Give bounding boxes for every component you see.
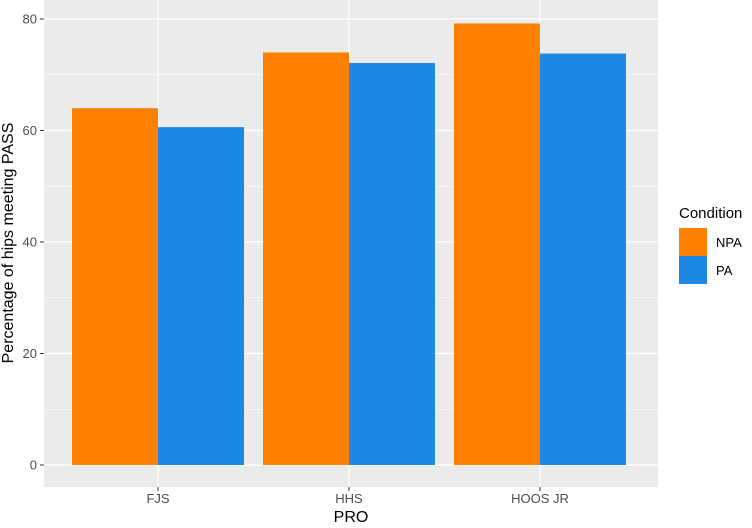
legend-label-pa: PA bbox=[716, 263, 733, 278]
x-tick-label: HHS bbox=[335, 491, 363, 506]
y-tick-label: 80 bbox=[23, 12, 37, 27]
x-tick-label: HOOS JR bbox=[511, 491, 569, 506]
legend-key-npa bbox=[679, 228, 707, 256]
bar-npa-fjs bbox=[72, 108, 158, 465]
bar-npa-hhs bbox=[263, 52, 349, 465]
bar-pa-hhs bbox=[349, 63, 435, 465]
legend: Condition NPA PA bbox=[679, 205, 742, 284]
legend-label-npa: NPA bbox=[716, 235, 742, 250]
bar-pa-hoos-jr bbox=[540, 53, 626, 465]
x-axis-ticks: FJS HHS HOOS JR bbox=[146, 487, 569, 506]
bar-pa-fjs bbox=[158, 127, 244, 465]
y-axis-ticks: 0 20 40 60 80 bbox=[23, 12, 44, 473]
x-axis-title: PRO bbox=[334, 509, 369, 526]
y-tick-label: 40 bbox=[23, 235, 37, 250]
y-axis-title: Percentage of hips meeting PASS bbox=[0, 123, 17, 364]
bars-group bbox=[72, 23, 626, 466]
y-tick-label: 20 bbox=[23, 346, 37, 361]
bar-npa-hoos-jr bbox=[454, 23, 540, 466]
x-tick-label: FJS bbox=[146, 491, 169, 506]
legend-title: Condition bbox=[679, 205, 742, 222]
y-tick-label: 60 bbox=[23, 123, 37, 138]
y-tick-label: 0 bbox=[30, 458, 37, 473]
legend-key-pa bbox=[679, 256, 707, 284]
